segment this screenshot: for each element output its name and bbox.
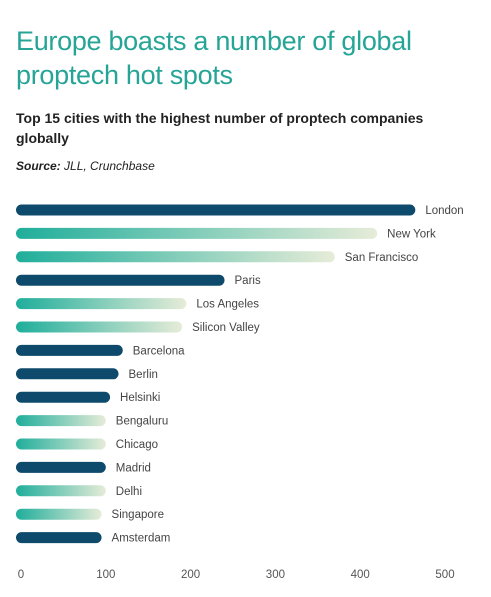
bar-label-amsterdam: Amsterdam — [112, 533, 171, 545]
bar-label-silicon-valley: Silicon Valley — [192, 322, 260, 334]
bar-label-barcelona: Barcelona — [133, 345, 185, 357]
chart-source: Source: JLL, Crunchbase — [16, 159, 155, 173]
bar-paris — [16, 274, 225, 286]
bar-label-los-angeles: Los Angeles — [196, 299, 259, 311]
bar-new-york — [16, 227, 378, 239]
x-tick-label: 400 — [351, 569, 370, 581]
bar-label-paris: Paris — [235, 275, 261, 287]
bar-madrid — [16, 461, 106, 473]
x-axis: 0 100 200 300 400 500 — [18, 569, 455, 581]
bar-label-delhi: Delhi — [116, 486, 142, 498]
source-value: JLL, Crunchbase — [64, 159, 155, 173]
bar-silicon-valley — [16, 321, 183, 333]
chart-subtitle: Top 15 cities with the highest number of… — [16, 110, 424, 146]
bar-los-angeles — [16, 298, 187, 310]
x-tick-label: 300 — [266, 569, 285, 581]
chart-title: Europe boasts a number of global proptec… — [16, 26, 412, 90]
bar-label-new-york: New York — [387, 228, 436, 240]
bar-label-singapore: Singapore — [112, 509, 164, 521]
bar-berlin — [16, 368, 119, 380]
x-tick-label: 200 — [181, 569, 200, 581]
bar-san-francisco — [16, 251, 335, 263]
x-tick-label: 500 — [435, 569, 454, 581]
bar-singapore — [16, 508, 102, 520]
bar-barcelona — [16, 344, 123, 356]
bar-label-helsinki: Helsinki — [120, 392, 160, 404]
bar-label-chicago: Chicago — [116, 439, 158, 451]
bar-label-san-francisco: San Francisco — [345, 252, 419, 264]
source-label: Source: — [16, 159, 61, 173]
bars-group: London New York San Francisco Paris Los Ange… — [16, 204, 464, 545]
bar-label-london: London — [425, 205, 463, 217]
x-tick-label: 0 — [18, 569, 24, 581]
bar-chicago — [16, 438, 106, 450]
bar-label-madrid: Madrid — [116, 462, 151, 474]
x-tick-label: 100 — [96, 569, 115, 581]
bar-delhi — [16, 485, 106, 497]
bar-amsterdam — [16, 532, 102, 544]
bar-label-bengaluru: Bengaluru — [116, 416, 168, 428]
bar-label-berlin: Berlin — [129, 369, 158, 381]
bar-helsinki — [16, 391, 111, 403]
bar-bengaluru — [16, 415, 106, 427]
bar-london — [16, 204, 416, 216]
